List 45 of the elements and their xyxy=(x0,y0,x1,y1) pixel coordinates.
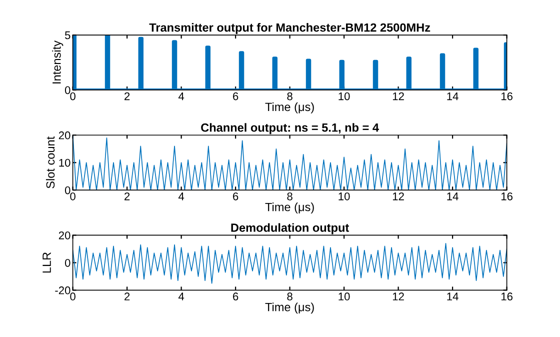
y-axis-title: LLR xyxy=(42,252,51,273)
x-tick-label: 10 xyxy=(338,292,350,300)
x-tick-label: 12 xyxy=(392,192,404,200)
x-tick-label: 14 xyxy=(447,192,458,200)
x-tick-label: 6 xyxy=(233,92,238,100)
y-tick-label: 0 xyxy=(64,186,70,194)
x-tick-label: 8 xyxy=(287,92,292,100)
y-tick-label: -20 xyxy=(55,286,70,294)
line-series xyxy=(72,243,507,284)
chart-title: Demodulation output xyxy=(231,223,350,234)
chart-title: Channel output: ns = 5.1, nb = 4 xyxy=(201,123,379,134)
x-tick-label: 10 xyxy=(338,92,350,100)
x-tick-label: 2 xyxy=(124,92,130,100)
x-tick-label: 4 xyxy=(178,92,184,100)
x-tick-label: 2 xyxy=(124,192,130,200)
x-tick-label: 4 xyxy=(178,192,184,200)
x-tick-label: 16 xyxy=(501,192,512,200)
x-tick-label: 10 xyxy=(338,192,350,200)
x-tick-label: 14 xyxy=(447,92,458,100)
y-tick-label: 20 xyxy=(58,231,70,240)
y-tick-label: 20 xyxy=(58,131,70,140)
y-axis-title: Intensity xyxy=(52,40,64,84)
y-tick-label: 0 xyxy=(64,86,70,94)
line-series xyxy=(72,35,507,90)
x-tick-label: 12 xyxy=(392,92,404,100)
x-tick-label: 14 xyxy=(447,292,458,300)
x-tick-label: 8 xyxy=(287,292,292,300)
x-tick-label: 6 xyxy=(233,292,238,300)
x-tick-label: 16 xyxy=(501,92,512,100)
y-tick-label: 10 xyxy=(59,158,70,167)
x-tick-label: 4 xyxy=(178,292,184,300)
x-tick-label: 6 xyxy=(233,192,238,200)
x-axis-title: Time (μs) xyxy=(265,202,314,214)
x-tick-label: 8 xyxy=(287,192,292,200)
x-tick-label: 16 xyxy=(501,292,512,300)
x-tick-label: 0 xyxy=(70,292,76,300)
chart-title: Transmitter output for Manchester-BM12 2500MHz xyxy=(149,23,430,34)
x-axis-title: Time (μs) xyxy=(265,302,314,314)
x-axis-title: Time (μs) xyxy=(265,102,314,114)
y-tick-label: 0 xyxy=(64,258,70,267)
x-tick-label: 2 xyxy=(124,292,130,300)
x-tick-label: 12 xyxy=(392,292,404,300)
line-series xyxy=(72,135,507,190)
y-tick-label: 5 xyxy=(64,31,70,40)
y-axis-title: Slot count xyxy=(46,136,55,188)
